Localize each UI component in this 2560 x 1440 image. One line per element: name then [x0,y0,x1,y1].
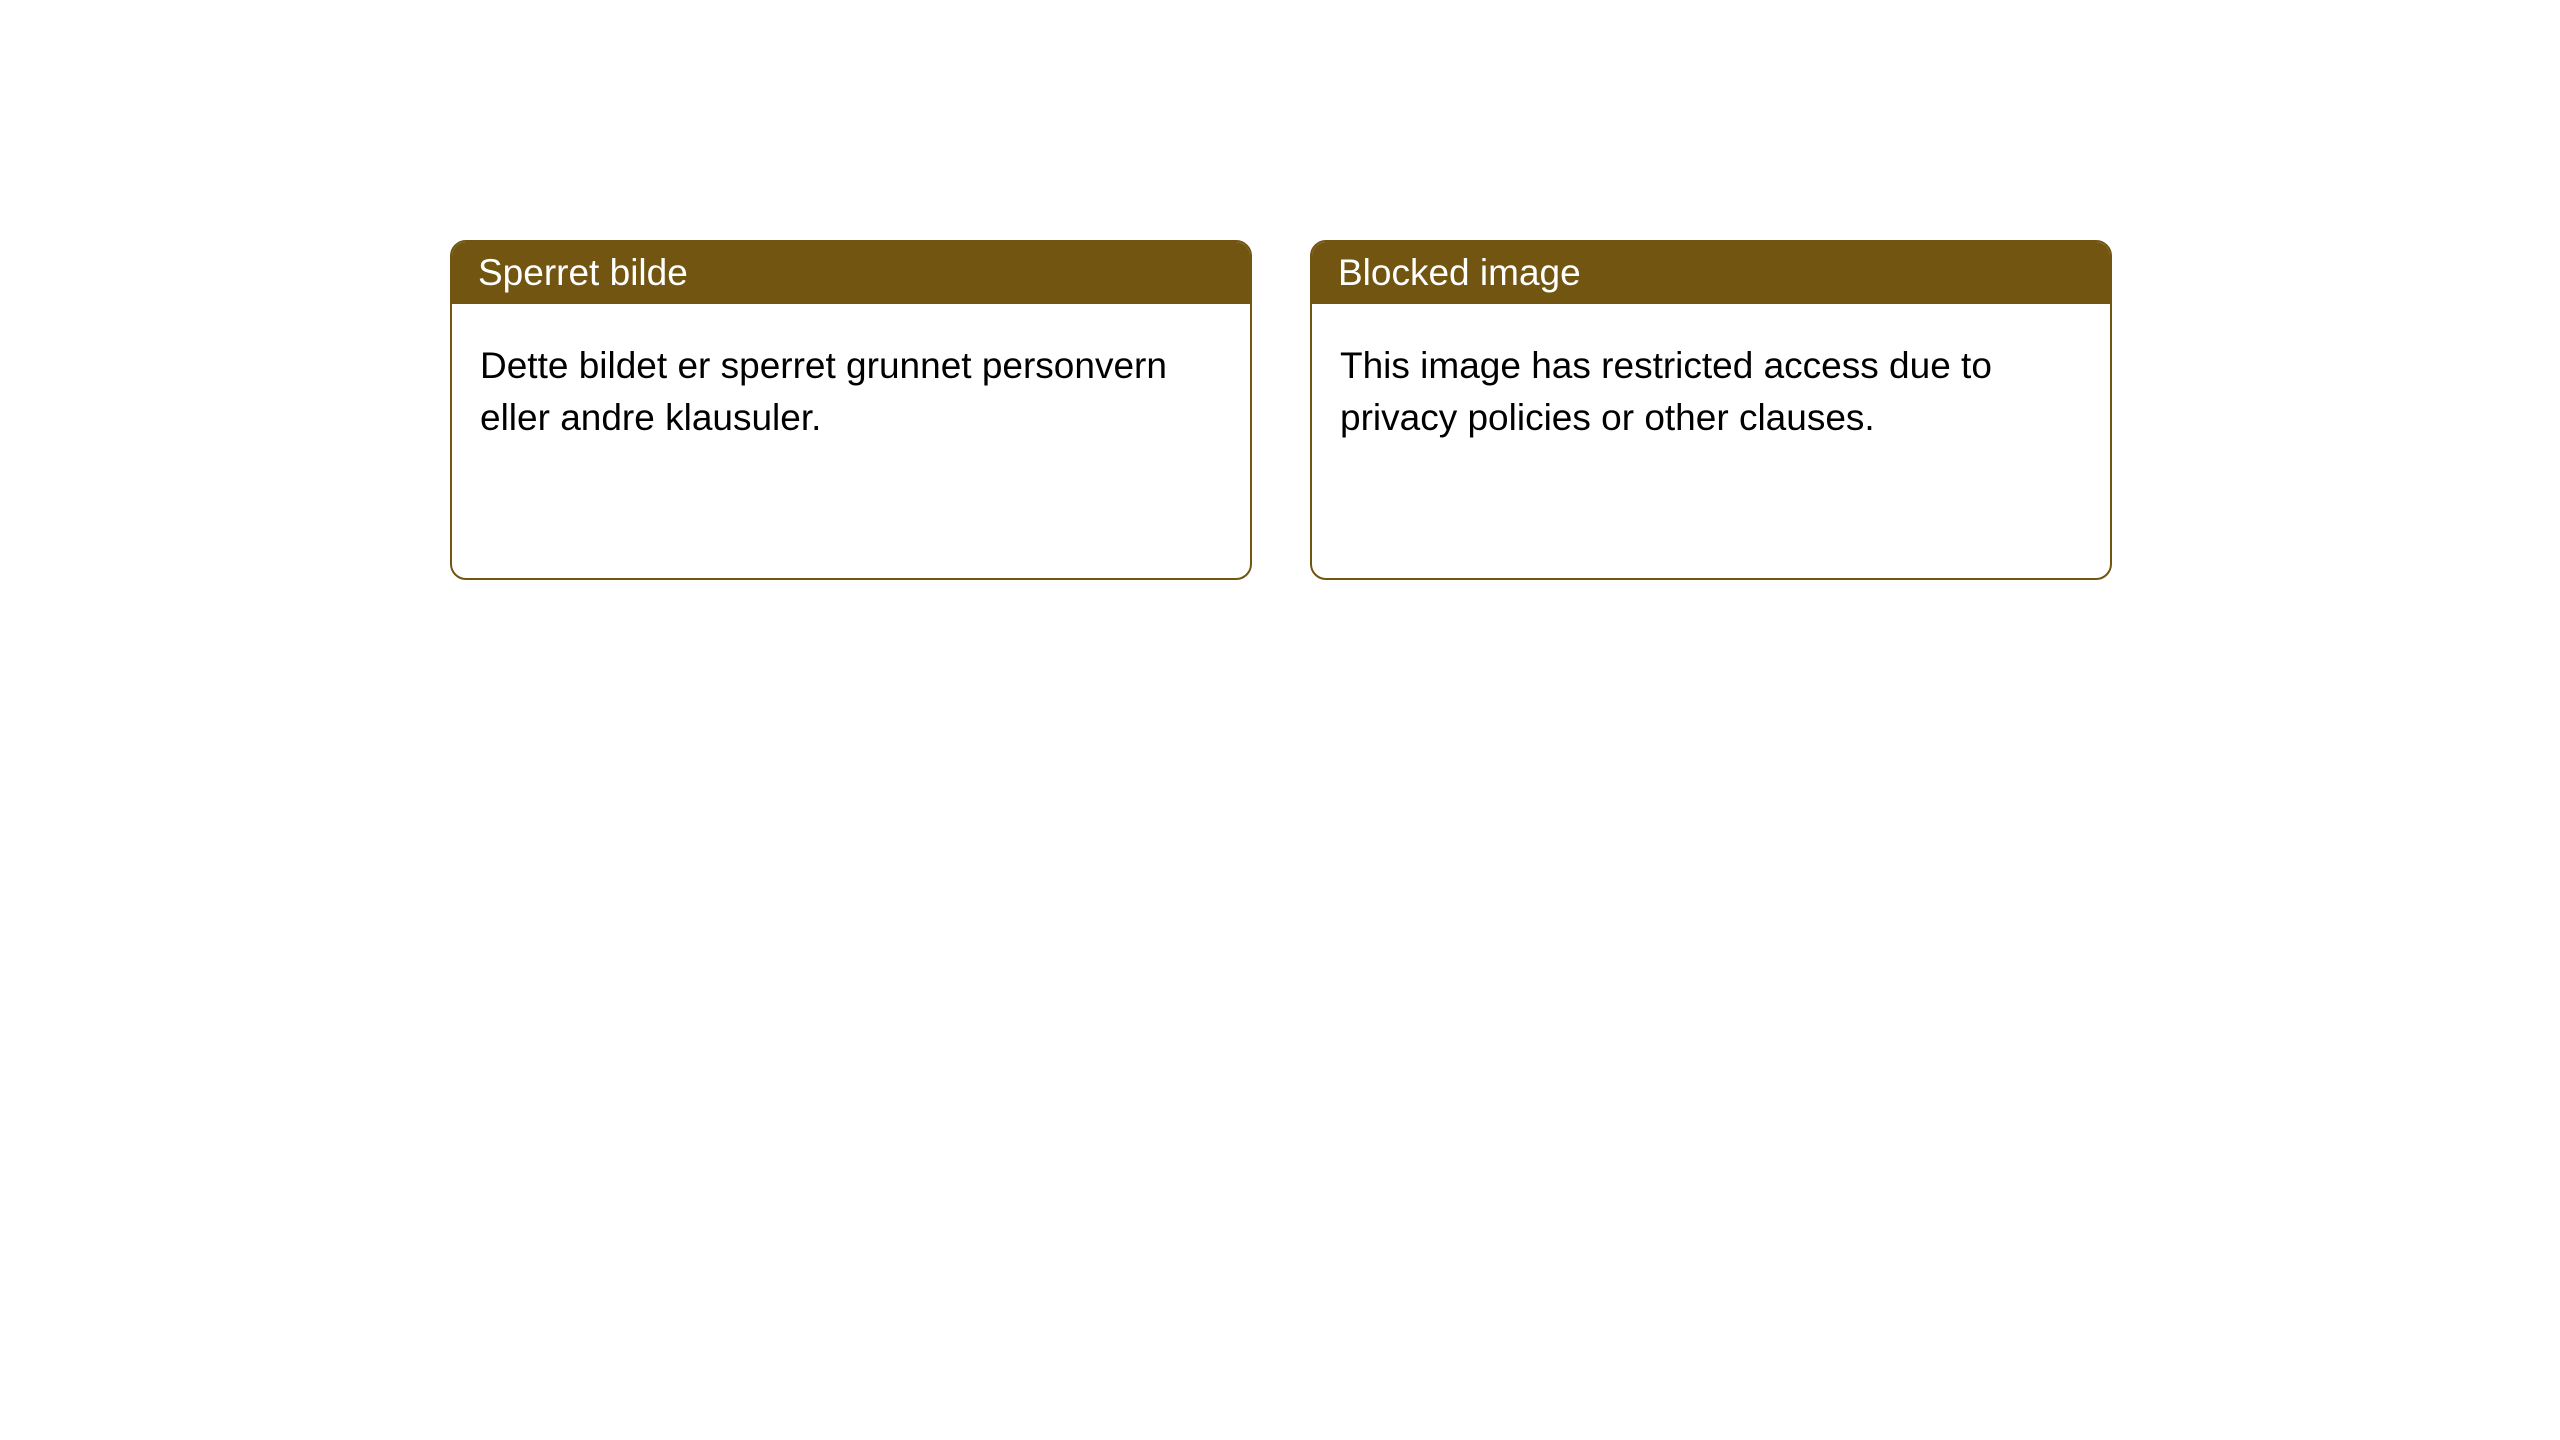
notice-card-norwegian: Sperret bilde Dette bildet er sperret gr… [450,240,1252,580]
notice-card-english: Blocked image This image has restricted … [1310,240,2112,580]
notice-body: This image has restricted access due to … [1312,304,2110,480]
notice-body: Dette bildet er sperret grunnet personve… [452,304,1250,480]
notice-header: Sperret bilde [452,242,1250,304]
notice-header: Blocked image [1312,242,2110,304]
notice-cards-container: Sperret bilde Dette bildet er sperret gr… [450,240,2560,580]
